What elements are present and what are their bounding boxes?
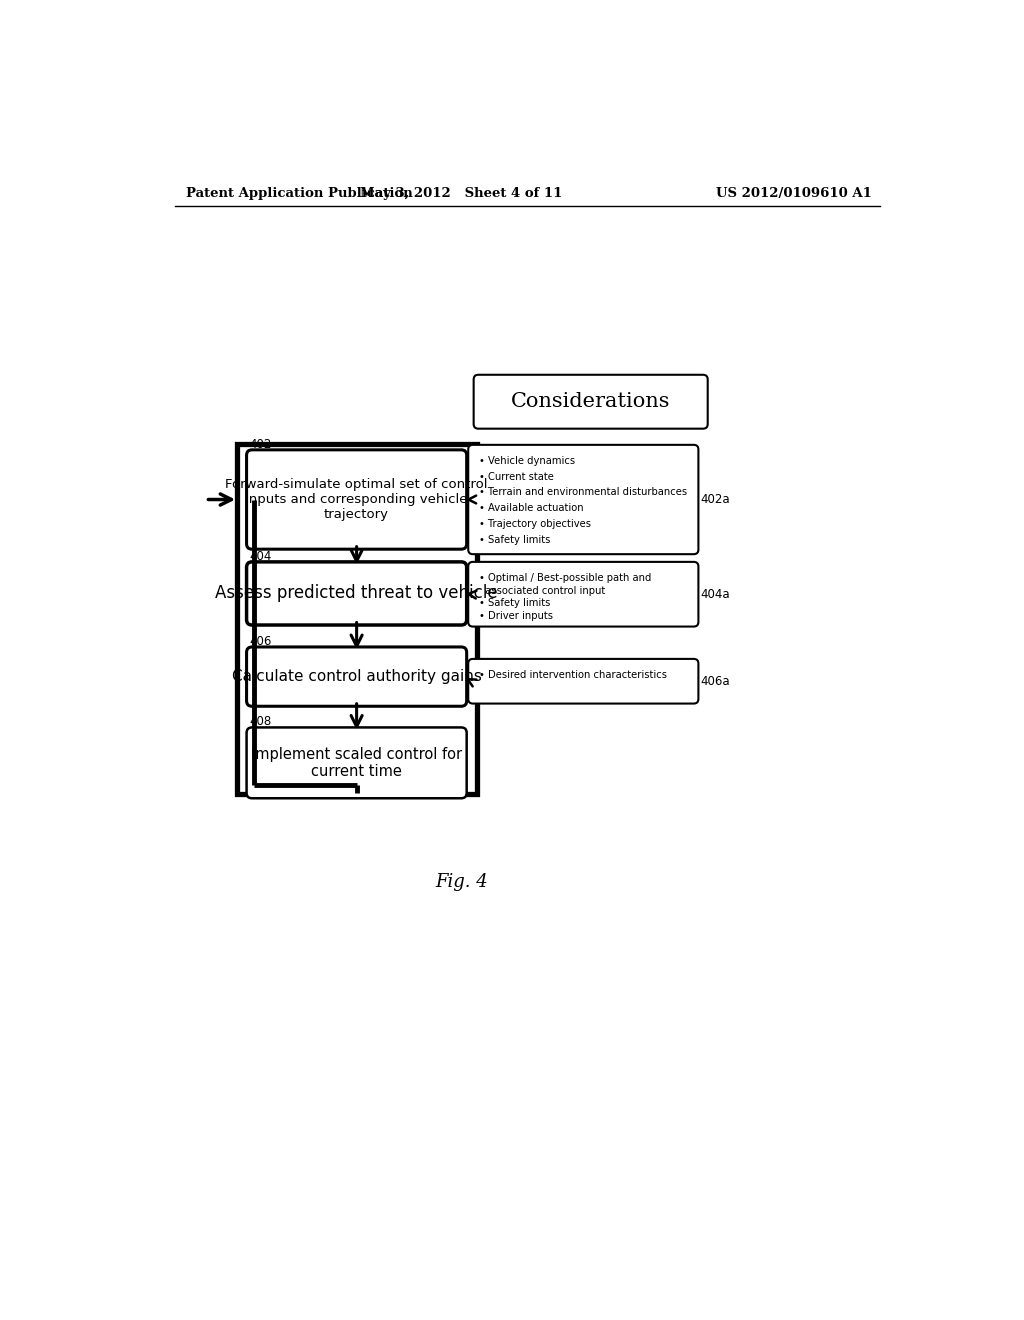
Text: • Desired intervention characteristics: • Desired intervention characteristics bbox=[479, 669, 667, 680]
Text: Fig. 4: Fig. 4 bbox=[435, 874, 487, 891]
FancyBboxPatch shape bbox=[474, 375, 708, 429]
Text: 402: 402 bbox=[249, 438, 271, 450]
Text: 406a: 406a bbox=[700, 675, 729, 688]
Text: 402a: 402a bbox=[700, 492, 729, 506]
Text: Calculate control authority gains: Calculate control authority gains bbox=[231, 669, 481, 684]
FancyBboxPatch shape bbox=[468, 445, 698, 554]
FancyBboxPatch shape bbox=[247, 450, 467, 549]
Text: Implement scaled control for
current time: Implement scaled control for current tim… bbox=[251, 747, 462, 779]
Text: May 3, 2012   Sheet 4 of 11: May 3, 2012 Sheet 4 of 11 bbox=[360, 186, 562, 199]
Text: • Optimal / Best-possible path and: • Optimal / Best-possible path and bbox=[479, 573, 651, 582]
Text: • Terrain and environmental disturbances: • Terrain and environmental disturbances bbox=[479, 487, 687, 498]
Text: 404: 404 bbox=[249, 549, 271, 562]
Text: 404a: 404a bbox=[700, 587, 729, 601]
Text: 406: 406 bbox=[249, 635, 271, 648]
FancyBboxPatch shape bbox=[468, 659, 698, 704]
Text: • Vehicle dynamics: • Vehicle dynamics bbox=[479, 455, 575, 466]
Bar bbox=[237, 444, 477, 795]
Text: • Safety limits: • Safety limits bbox=[479, 598, 551, 609]
Text: Assess predicted threat to vehicle: Assess predicted threat to vehicle bbox=[215, 585, 498, 602]
FancyBboxPatch shape bbox=[247, 647, 467, 706]
Text: • Current state: • Current state bbox=[479, 471, 554, 482]
Text: associated control input: associated control input bbox=[479, 586, 605, 595]
Text: Patent Application Publication: Patent Application Publication bbox=[186, 186, 413, 199]
Text: • Available actuation: • Available actuation bbox=[479, 503, 584, 513]
Text: Considerations: Considerations bbox=[511, 392, 671, 412]
Text: US 2012/0109610 A1: US 2012/0109610 A1 bbox=[716, 186, 872, 199]
FancyBboxPatch shape bbox=[247, 727, 467, 799]
Text: • Safety limits: • Safety limits bbox=[479, 535, 551, 545]
FancyBboxPatch shape bbox=[247, 562, 467, 626]
Text: • Trajectory objectives: • Trajectory objectives bbox=[479, 519, 591, 529]
Text: 408: 408 bbox=[249, 715, 271, 729]
Text: Forward-simulate optimal set of control
inputs and corresponding vehicle
traject: Forward-simulate optimal set of control … bbox=[225, 478, 487, 521]
FancyBboxPatch shape bbox=[468, 562, 698, 627]
Text: • Driver inputs: • Driver inputs bbox=[479, 611, 553, 622]
